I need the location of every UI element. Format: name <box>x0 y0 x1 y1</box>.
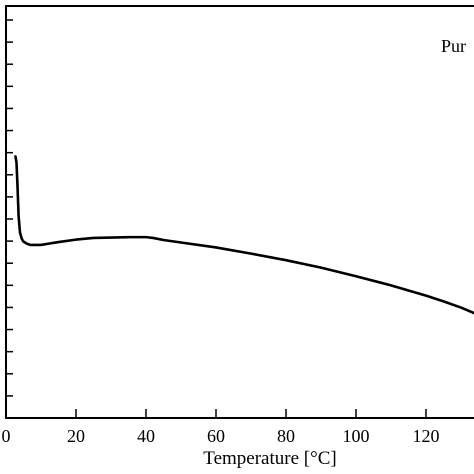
series-line-pur <box>14 155 474 315</box>
x-tick-label-40: 40 <box>137 426 155 446</box>
x-axis-label: Temperature [°C] <box>203 448 336 469</box>
plot-frame <box>5 5 474 419</box>
x-axis-ticks <box>5 409 427 418</box>
x-tick-label-80: 80 <box>277 426 295 446</box>
x-tick-label-120: 120 <box>413 426 440 446</box>
y-axis-ticks <box>6 19 13 419</box>
x-tick-label-60: 60 <box>207 426 225 446</box>
x-tick-label-0: 0 <box>2 426 11 446</box>
x-tick-label-100: 100 <box>343 426 370 446</box>
x-tick-label-20: 20 <box>67 426 85 446</box>
x-axis-tick-labels: 0 20 40 60 80 100 120 <box>2 426 440 446</box>
legend-label: Pur <box>441 36 466 56</box>
